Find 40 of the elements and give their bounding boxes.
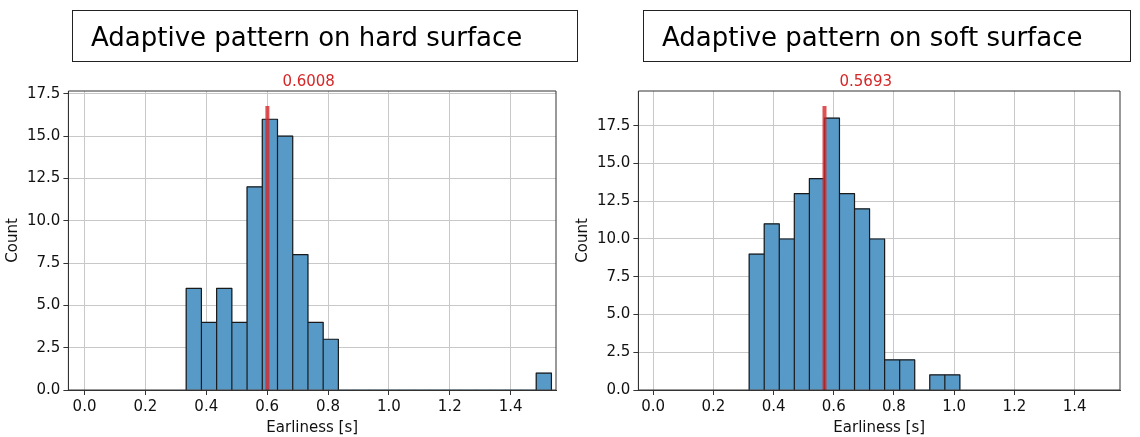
x-tick-label: 0.2: [701, 396, 726, 415]
ref-line-label: 0.6008: [282, 72, 335, 91]
chart-title: Adaptive pattern on soft surface: [643, 10, 1131, 62]
x-tick-label: 0.4: [761, 396, 786, 415]
x-tick-label: 0.0: [641, 396, 666, 415]
ref-line-label: 0.5693: [839, 72, 893, 91]
x-tick-label: 1.2: [1002, 396, 1027, 415]
y-tick-label: 5.0: [606, 304, 631, 323]
y-tick-label: 15.0: [26, 126, 61, 145]
y-tick-label: 15.0: [596, 153, 631, 172]
y-tick-label: 12.5: [26, 168, 61, 187]
x-tick-label: 1.2: [437, 396, 462, 415]
x-tick-label: 0.4: [194, 396, 219, 415]
y-tick-label: 10.0: [26, 210, 61, 229]
x-tick-label: 0.0: [72, 396, 97, 415]
x-tick-label: 0.6: [821, 396, 846, 415]
y-tick-label: 2.5: [606, 342, 631, 361]
x-tick-label: 1.4: [498, 396, 523, 415]
y-tick-label: 17.5: [26, 83, 61, 102]
y-axis-title: Count: [2, 218, 21, 263]
x-tick-label: 0.8: [316, 396, 340, 415]
x-tick-label: 1.4: [1062, 396, 1087, 415]
x-axis-title: Earliness [s]: [266, 417, 359, 436]
x-tick-label: 1.0: [942, 396, 967, 415]
y-tick-label: 2.5: [36, 337, 61, 356]
x-axis-title: Earliness [s]: [833, 417, 926, 436]
x-tick-label: 1.0: [376, 396, 401, 415]
y-tick-label: 12.5: [596, 191, 631, 210]
y-tick-label: 5.0: [36, 295, 61, 314]
x-tick-label: 0.2: [133, 396, 158, 415]
y-tick-label: 7.5: [36, 252, 61, 271]
y-tick-label: 7.5: [606, 266, 631, 285]
y-tick-label: 10.0: [596, 228, 631, 247]
y-tick-label: 0.0: [36, 379, 61, 398]
y-axis-title: Count: [572, 218, 591, 263]
y-tick-label: 17.5: [596, 115, 631, 134]
y-tick-label: 0.0: [606, 379, 631, 398]
chart-title: Adaptive pattern on hard surface: [72, 10, 578, 62]
x-tick-label: 0.6: [255, 396, 280, 415]
x-tick-label: 0.8: [882, 396, 906, 415]
